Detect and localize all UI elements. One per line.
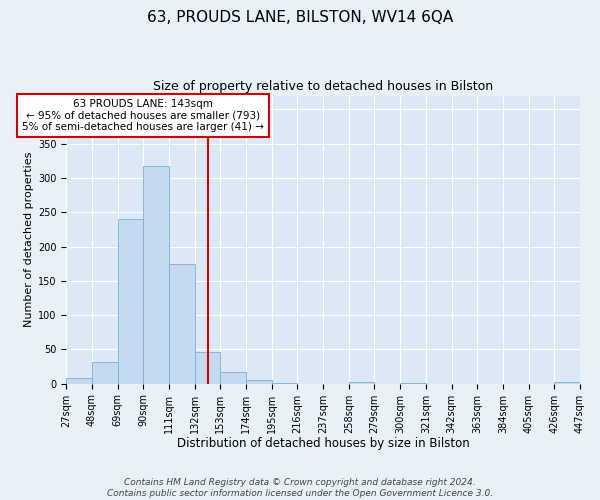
Bar — [272, 383, 298, 384]
Title: Size of property relative to detached houses in Bilston: Size of property relative to detached ho… — [153, 80, 493, 93]
Bar — [246, 380, 272, 384]
Bar — [554, 382, 580, 384]
Y-axis label: Number of detached properties: Number of detached properties — [23, 152, 34, 328]
Bar — [118, 219, 143, 384]
Bar — [220, 372, 246, 384]
Bar — [349, 382, 374, 384]
Text: 63, PROUDS LANE, BILSTON, WV14 6QA: 63, PROUDS LANE, BILSTON, WV14 6QA — [147, 10, 453, 25]
Bar — [92, 362, 118, 384]
Bar — [194, 352, 220, 384]
Text: 63 PROUDS LANE: 143sqm
← 95% of detached houses are smaller (793)
5% of semi-det: 63 PROUDS LANE: 143sqm ← 95% of detached… — [22, 99, 264, 132]
Bar — [169, 264, 194, 384]
Text: Contains HM Land Registry data © Crown copyright and database right 2024.
Contai: Contains HM Land Registry data © Crown c… — [107, 478, 493, 498]
Bar — [143, 166, 169, 384]
X-axis label: Distribution of detached houses by size in Bilston: Distribution of detached houses by size … — [177, 437, 469, 450]
Bar — [66, 378, 92, 384]
Bar — [400, 383, 426, 384]
